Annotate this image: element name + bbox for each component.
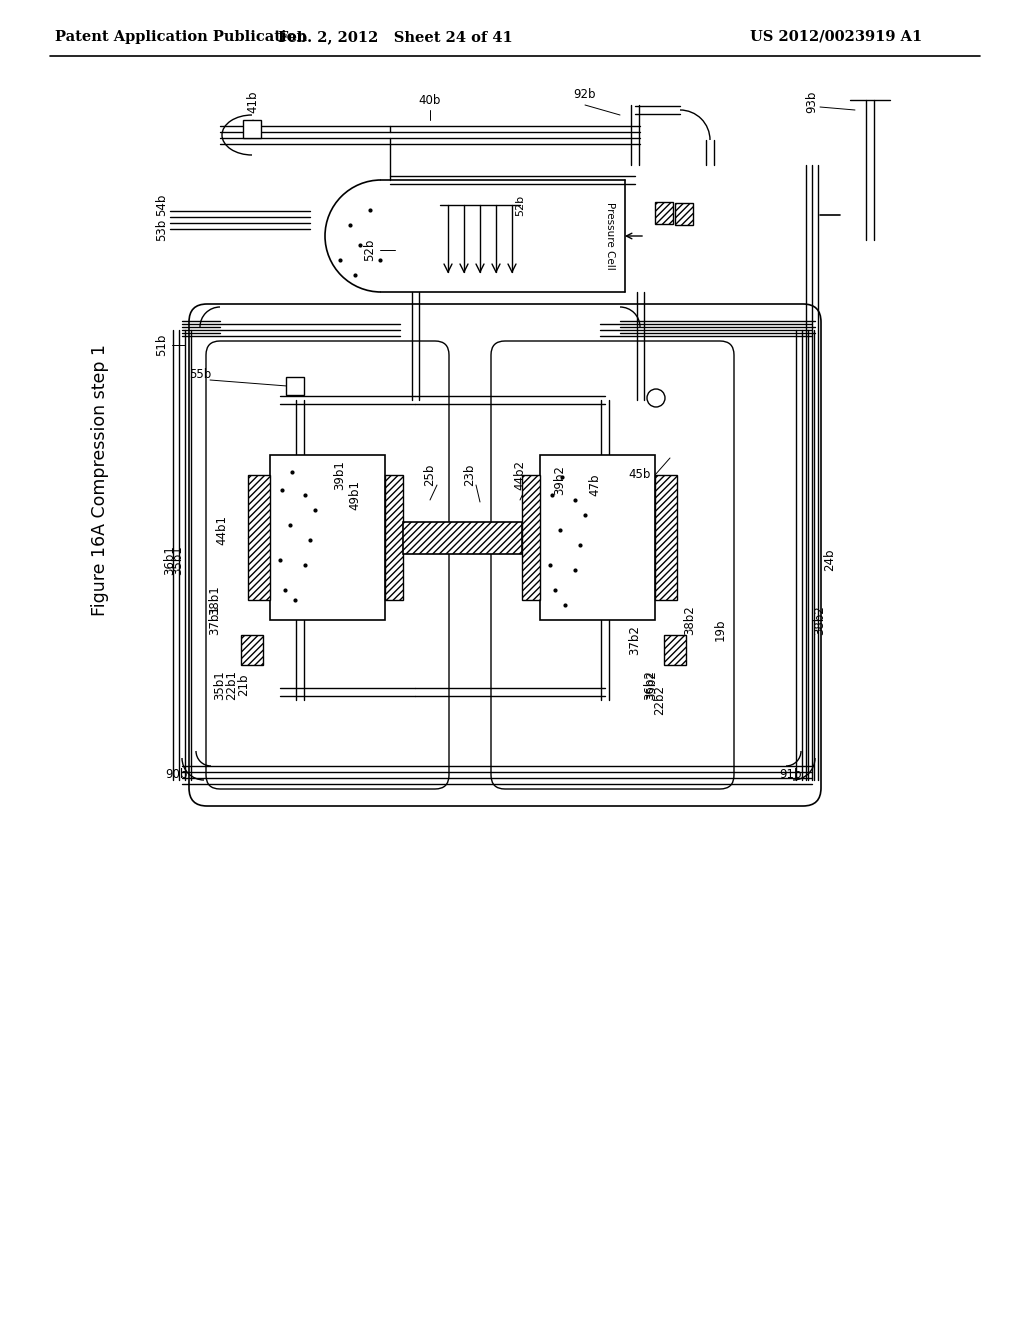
Text: 35b1: 35b1 — [213, 671, 226, 700]
Text: US 2012/0023919 A1: US 2012/0023919 A1 — [750, 30, 923, 44]
Text: 38b2: 38b2 — [813, 605, 826, 635]
Text: 53b: 53b — [156, 219, 169, 242]
Text: Patent Application Publication: Patent Application Publication — [55, 30, 307, 44]
Text: 19b: 19b — [714, 619, 726, 642]
Text: 39b1: 39b1 — [334, 461, 346, 490]
Bar — [270, 455, 385, 620]
Bar — [655, 202, 673, 224]
Text: 22b2: 22b2 — [653, 685, 667, 715]
Text: Pressure Cell: Pressure Cell — [605, 202, 615, 269]
Bar — [675, 203, 693, 224]
Text: 38b1: 38b1 — [209, 585, 221, 615]
Text: 90b: 90b — [165, 768, 187, 781]
Bar — [325, 183, 437, 288]
Text: 39b2: 39b2 — [554, 465, 566, 495]
Bar — [286, 378, 304, 395]
Text: 92b: 92b — [573, 88, 596, 102]
Text: 47b: 47b — [589, 474, 601, 496]
Text: 44b2: 44b2 — [513, 459, 526, 490]
Text: 52b: 52b — [364, 239, 377, 261]
Bar — [248, 475, 270, 601]
Text: 36b2: 36b2 — [643, 671, 656, 700]
Circle shape — [647, 389, 665, 407]
Text: 44b1: 44b1 — [215, 515, 228, 545]
Bar — [403, 521, 522, 554]
Text: 37b2: 37b2 — [629, 626, 641, 655]
Text: 36b1: 36b1 — [164, 545, 176, 576]
Text: 91b: 91b — [778, 768, 801, 781]
Text: Feb. 2, 2012   Sheet 24 of 41: Feb. 2, 2012 Sheet 24 of 41 — [278, 30, 512, 44]
Text: 38b2: 38b2 — [683, 605, 696, 635]
Text: 35b2: 35b2 — [645, 671, 658, 700]
Bar — [522, 475, 540, 601]
Bar — [540, 455, 655, 620]
Text: 35b1: 35b1 — [171, 545, 184, 576]
Bar — [655, 475, 677, 601]
Text: 41b: 41b — [247, 91, 259, 114]
Text: 23b: 23b — [464, 463, 476, 486]
Text: 24b: 24b — [823, 549, 837, 572]
Bar — [381, 180, 625, 292]
Text: 49b1: 49b1 — [348, 480, 361, 510]
Text: 52b: 52b — [515, 194, 525, 215]
Text: 37b1: 37b1 — [209, 605, 221, 635]
Text: 51b: 51b — [156, 334, 169, 356]
Text: 55b: 55b — [188, 368, 211, 381]
Bar — [385, 475, 403, 601]
Text: Figure 16A Compression step 1: Figure 16A Compression step 1 — [91, 345, 109, 616]
Text: 40b: 40b — [419, 94, 441, 107]
Bar — [664, 635, 686, 665]
Text: 25b: 25b — [424, 463, 436, 486]
Text: 45b: 45b — [629, 469, 651, 482]
Bar — [241, 635, 263, 665]
Bar — [243, 120, 261, 139]
Text: 22b1: 22b1 — [225, 671, 239, 700]
Text: 54b: 54b — [156, 194, 169, 216]
Text: 93b: 93b — [806, 91, 818, 114]
Text: 21b: 21b — [238, 673, 251, 696]
